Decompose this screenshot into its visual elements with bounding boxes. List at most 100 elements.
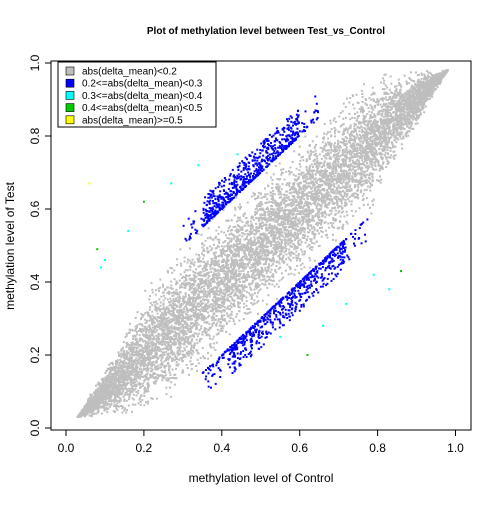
point-gray: [393, 132, 396, 135]
point-gray: [202, 248, 205, 251]
point-gray: [262, 240, 265, 242]
point-gray: [180, 320, 183, 323]
point-gray: [279, 247, 282, 249]
point-gray: [409, 127, 412, 130]
point-gray: [337, 184, 340, 187]
point-gray: [278, 250, 281, 253]
point-gray: [363, 189, 366, 192]
point-gray: [346, 137, 348, 140]
point-gray: [383, 92, 386, 95]
point-gray: [371, 168, 374, 170]
point-gray: [150, 334, 153, 337]
point-gray: [176, 300, 179, 302]
point-gray: [271, 194, 274, 197]
point-gray: [350, 169, 353, 172]
point-gray: [211, 306, 214, 309]
point-gray: [217, 310, 220, 313]
point-gray: [388, 114, 391, 117]
point-gray: [363, 160, 366, 163]
point-gray: [131, 390, 134, 393]
point-gray: [362, 147, 364, 150]
point-gray: [348, 112, 351, 115]
point-gray: [188, 303, 191, 306]
point-gray: [372, 198, 375, 201]
point-gray: [358, 151, 361, 154]
point-gray: [214, 276, 217, 279]
point-gray: [223, 318, 226, 320]
point-gray: [213, 264, 216, 267]
point-gray: [120, 356, 123, 359]
point-gray: [188, 277, 191, 280]
point-gray: [320, 212, 323, 215]
point-gray: [187, 350, 190, 353]
point-gray: [411, 84, 414, 87]
point-gray: [358, 207, 361, 210]
point-gray: [307, 195, 310, 197]
point-gray: [300, 171, 303, 174]
point-gray: [248, 250, 251, 252]
point-gray: [365, 129, 368, 132]
point-gray: [238, 225, 240, 228]
point-gray: [206, 260, 209, 263]
point-gray: [186, 307, 189, 310]
point-gray: [355, 174, 358, 177]
point-gray: [190, 344, 193, 347]
point-gray: [253, 270, 256, 273]
point-gray: [416, 111, 419, 114]
point-gray: [394, 145, 397, 148]
point-gray: [222, 318, 225, 321]
point-gray: [368, 138, 371, 140]
point-gray: [349, 184, 352, 187]
point-gray: [320, 162, 323, 165]
point-gray: [237, 238, 240, 241]
point-gray: [388, 118, 390, 121]
point-gray: [176, 311, 179, 313]
point-gray: [248, 248, 251, 251]
point-gray: [381, 99, 384, 102]
point-gray: [169, 348, 172, 351]
point-gray: [108, 375, 111, 377]
point-gray: [228, 240, 231, 243]
point-gray: [196, 308, 199, 311]
point-gray: [251, 230, 253, 233]
point-gray: [260, 197, 263, 200]
point-gray: [156, 329, 158, 332]
point-gray: [171, 359, 174, 362]
point-gray: [414, 122, 417, 125]
point-gray: [209, 310, 212, 313]
point-gray: [219, 254, 222, 257]
point-gray: [338, 158, 340, 161]
point-gray: [157, 346, 160, 348]
point-gray: [293, 208, 296, 211]
point-gray: [163, 308, 166, 311]
point-gray: [285, 190, 288, 193]
point-gray: [301, 197, 304, 200]
point-gray: [270, 233, 273, 236]
point-gray: [90, 415, 93, 418]
point-gray: [282, 220, 285, 223]
point-gray: [173, 383, 176, 386]
point-gray: [410, 123, 413, 126]
point-gray: [268, 263, 270, 266]
point-gray: [211, 274, 214, 277]
point-gray: [187, 309, 190, 312]
point-gray: [124, 386, 127, 388]
point-gray: [175, 297, 177, 300]
point-gray: [349, 135, 352, 138]
point-gray: [313, 242, 316, 245]
point-gray: [184, 349, 187, 352]
point-gray: [246, 308, 249, 310]
point-gray: [315, 135, 318, 138]
point-gray: [333, 146, 336, 149]
point-gray: [367, 145, 369, 148]
point-gray: [406, 116, 409, 119]
point-gray: [161, 307, 164, 310]
point-gray: [327, 142, 330, 145]
point-gray: [375, 130, 377, 133]
point-gray: [184, 285, 187, 287]
point-gray: [297, 173, 300, 176]
point-gray: [223, 314, 226, 317]
point-gray: [181, 277, 184, 279]
point-gray: [216, 278, 219, 281]
